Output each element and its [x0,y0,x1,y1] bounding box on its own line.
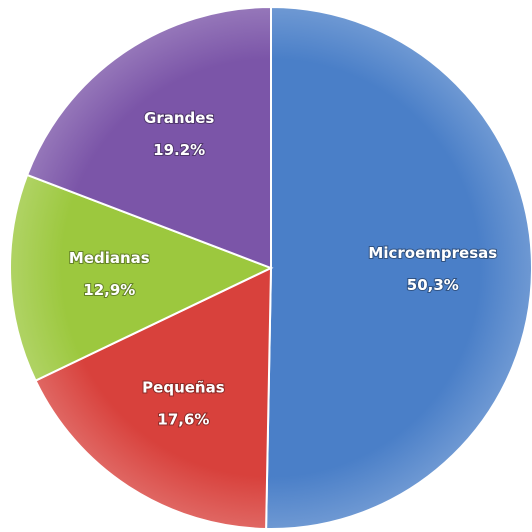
slice-value-label: 12,9% [83,281,135,299]
slice-value-label: 50,3% [407,276,459,294]
slice-label: Pequeñas [142,379,225,397]
slice-value-label: 19.2% [153,141,205,159]
slice-value-label: 17,6% [157,411,209,429]
slice-label: Medianas [69,249,150,267]
pie-slice [265,5,532,530]
pie-slice [9,173,274,382]
slice-label: Grandes [144,109,214,127]
slice-label: Microempresas [368,244,497,262]
pie-slice [34,266,273,530]
pie-slice [25,5,272,270]
